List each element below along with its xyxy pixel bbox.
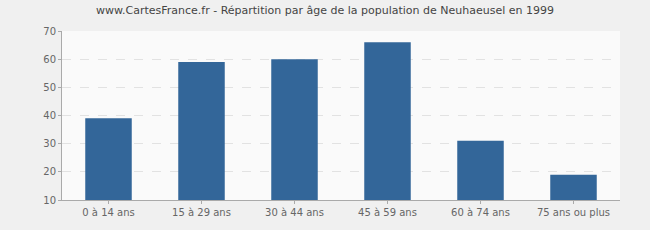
- svg-text:15 à 29 ans: 15 à 29 ans: [172, 207, 231, 218]
- svg-text:www.CartesFrance.fr - Répartit: www.CartesFrance.fr - Répartition par âg…: [96, 4, 554, 17]
- svg-text:20: 20: [43, 166, 56, 177]
- svg-text:40: 40: [43, 110, 56, 121]
- svg-text:70: 70: [43, 26, 56, 37]
- svg-text:50: 50: [43, 82, 56, 93]
- svg-text:10: 10: [43, 195, 56, 206]
- svg-text:0 à 14 ans: 0 à 14 ans: [82, 207, 134, 218]
- svg-text:60: 60: [43, 54, 56, 65]
- svg-text:30: 30: [43, 138, 56, 149]
- svg-text:60 à 74 ans: 60 à 74 ans: [451, 207, 510, 218]
- svg-text:75 ans ou plus: 75 ans ou plus: [537, 207, 610, 218]
- svg-text:45 à 59 ans: 45 à 59 ans: [358, 207, 417, 218]
- svg-text:30 à 44 ans: 30 à 44 ans: [265, 207, 324, 218]
